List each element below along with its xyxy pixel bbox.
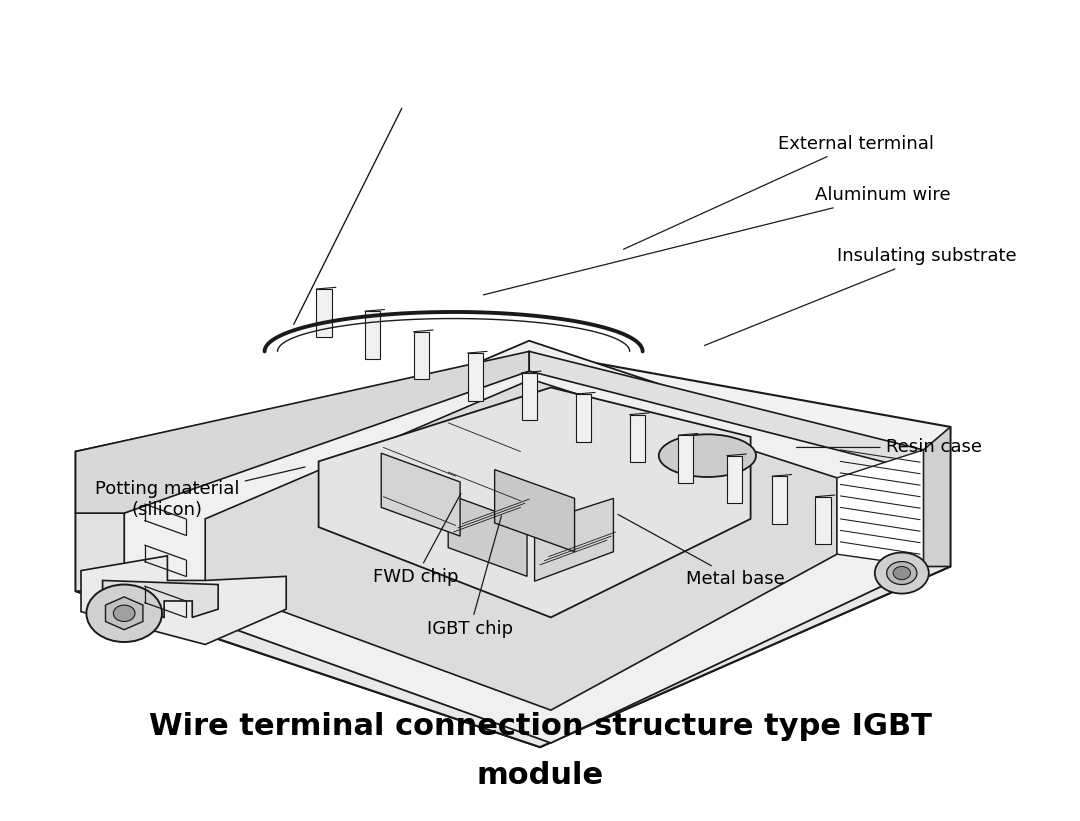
Circle shape — [113, 605, 135, 621]
Polygon shape — [76, 410, 950, 747]
Text: module: module — [476, 761, 604, 791]
Text: Wire terminal connection structure type IGBT: Wire terminal connection structure type … — [149, 712, 931, 741]
Polygon shape — [495, 470, 575, 552]
Polygon shape — [815, 497, 831, 544]
Polygon shape — [522, 373, 537, 420]
Text: Resin case: Resin case — [797, 438, 982, 456]
Polygon shape — [76, 513, 124, 591]
Circle shape — [86, 585, 162, 642]
Polygon shape — [923, 427, 950, 566]
Text: IGBT chip: IGBT chip — [427, 516, 513, 638]
Polygon shape — [727, 456, 742, 503]
Text: Insulating substrate: Insulating substrate — [704, 247, 1016, 346]
Polygon shape — [365, 311, 380, 359]
Text: Metal base: Metal base — [618, 515, 784, 588]
Polygon shape — [103, 580, 218, 617]
Circle shape — [893, 566, 910, 580]
Polygon shape — [381, 453, 460, 536]
Ellipse shape — [659, 434, 756, 477]
Polygon shape — [76, 353, 950, 747]
Polygon shape — [124, 341, 923, 743]
Polygon shape — [529, 351, 923, 472]
Polygon shape — [414, 332, 429, 379]
Circle shape — [887, 562, 917, 585]
Text: External terminal: External terminal — [623, 135, 933, 250]
Text: FWD chip: FWD chip — [373, 493, 461, 586]
Polygon shape — [106, 597, 143, 630]
Polygon shape — [535, 498, 613, 581]
Text: Potting material
(silicon): Potting material (silicon) — [95, 467, 305, 519]
Polygon shape — [468, 353, 483, 401]
Polygon shape — [772, 476, 787, 524]
Polygon shape — [448, 494, 527, 576]
Circle shape — [875, 553, 929, 594]
Polygon shape — [205, 379, 837, 710]
Polygon shape — [81, 556, 286, 644]
Polygon shape — [837, 450, 923, 566]
Polygon shape — [678, 435, 693, 483]
Polygon shape — [319, 388, 751, 617]
Polygon shape — [316, 289, 332, 337]
Text: Aluminum wire: Aluminum wire — [483, 186, 951, 295]
Polygon shape — [630, 415, 645, 462]
Polygon shape — [576, 394, 591, 442]
Polygon shape — [76, 351, 529, 513]
